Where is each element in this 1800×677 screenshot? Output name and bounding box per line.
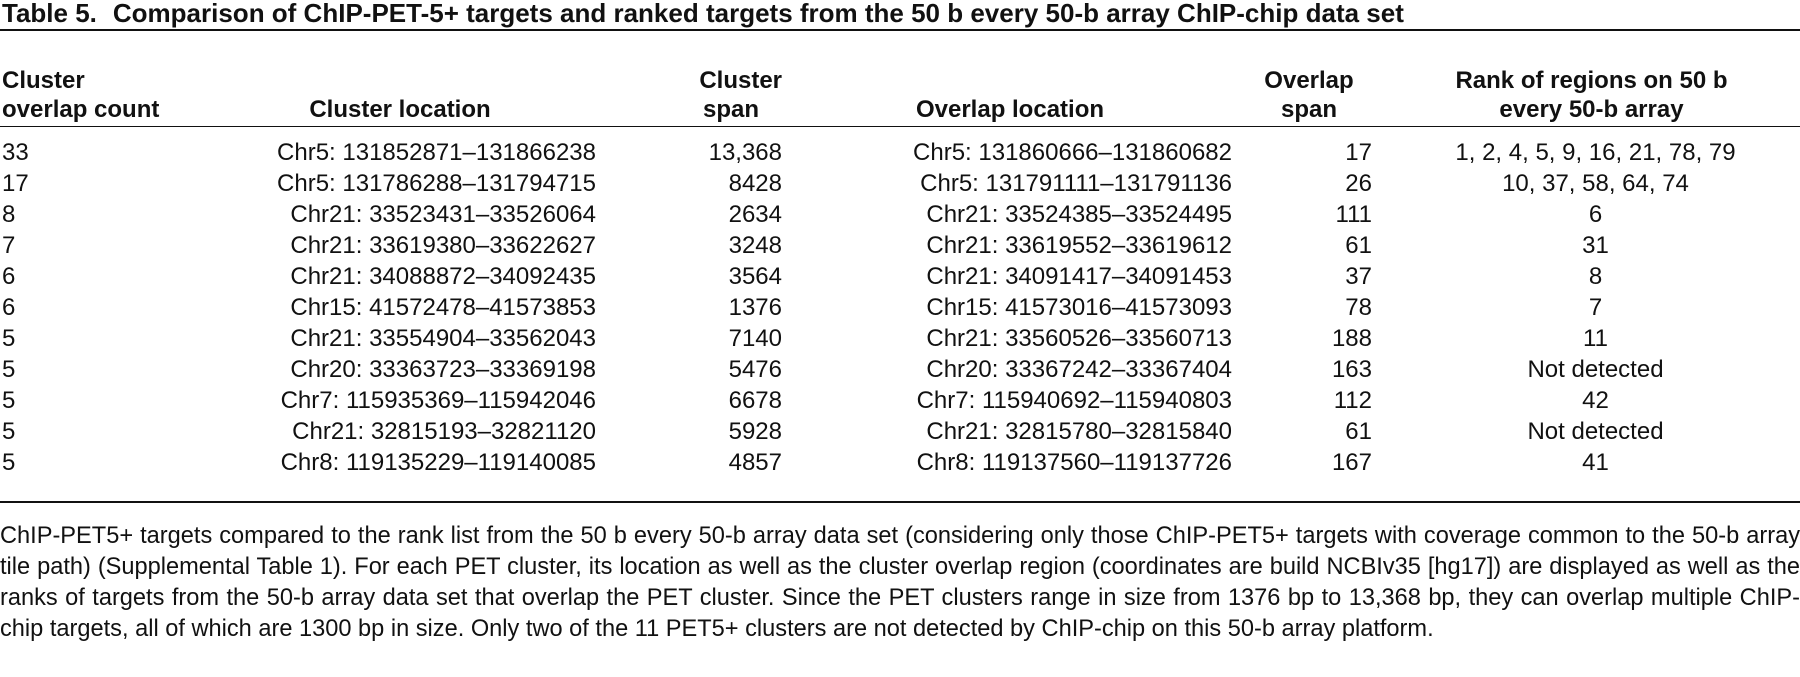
table-row: 8 Chr21: 33523431–33526064 2634 Chr21: 3… [0,199,1800,230]
cell-rank: 8 [1588,263,1603,290]
cell-rank: 7 [1588,294,1603,321]
cell-cluster-location: Chr21: 34088872–34092435 [290,263,596,290]
cell-rank: 10, 37, 58, 64, 74 [1502,170,1689,197]
cell-rank: Not detected [1527,356,1664,383]
cell-overlap-span: 112 [1333,387,1372,414]
header-overlap-span: Overlap span [1264,67,1354,123]
cell-overlap-span: 61 [1345,418,1372,445]
table-row: 5 Chr20: 33363723–33369198 5476 Chr20: 3… [0,354,1800,385]
cell-overlap-count: 17 [2,170,29,197]
cell-overlap-span: 37 [1345,263,1372,290]
cell-overlap-location: Chr21: 33524385–33524495 [926,201,1232,228]
cell-cluster-span: 4857 [728,449,782,476]
cell-cluster-location: Chr15: 41572478–41573853 [290,294,596,321]
cell-overlap-span: 17 [1345,139,1372,166]
cell-overlap-location: Chr15: 41573016–41573093 [926,294,1232,321]
cell-cluster-location: Chr5: 131786288–131794715 [277,170,596,197]
bottom-rule [0,501,1800,503]
cell-cluster-location: Chr21: 33619380–33622627 [290,232,596,259]
table-row: 5 Chr7: 115935369–115942046 6678 Chr7: 1… [0,385,1800,416]
table-row: 7 Chr21: 33619380–33622627 3248 Chr21: 3… [0,230,1800,261]
cell-cluster-location: Chr20: 33363723–33369198 [290,356,596,383]
cell-rank: 42 [1582,387,1609,414]
cell-overlap-count: 6 [2,263,16,290]
cell-rank: 41 [1582,449,1609,476]
header-rule [0,126,1800,127]
cell-rank: 1, 2, 4, 5, 9, 16, 21, 78, 79 [1455,139,1736,166]
header-overlap-count: Cluster overlap count [2,67,160,123]
cell-overlap-location: Chr21: 33560526–33560713 [926,325,1232,352]
cell-rank: 31 [1582,232,1609,259]
cell-overlap-count: 5 [2,325,16,352]
cell-overlap-span: 111 [1335,201,1372,228]
cell-cluster-location: Chr21: 32815193–32821120 [292,418,596,445]
cell-overlap-count: 33 [2,139,29,166]
data-table: Cluster overlap count Cluster location C… [0,44,1800,478]
table-title: Comparison of ChIP-PET-5+ targets and ra… [112,0,1404,28]
cell-cluster-span: 13,368 [708,139,782,166]
cell-rank: 11 [1583,325,1608,352]
cell-cluster-location: Chr8: 119135229–119140085 [280,449,596,476]
cell-overlap-location: Chr5: 131791111–131791136 [920,170,1232,197]
cell-overlap-span: 78 [1345,294,1372,321]
cell-overlap-span: 61 [1345,232,1372,259]
header-row: Cluster overlap count Cluster location C… [0,44,1800,124]
cell-overlap-location: Chr7: 115940692–115940803 [916,387,1232,414]
cell-overlap-span: 167 [1331,449,1372,476]
cell-cluster-location: Chr21: 33523431–33526064 [290,201,596,228]
table-row: 5 Chr21: 33554904–33562043 7140 Chr21: 3… [0,323,1800,354]
cell-overlap-span: 26 [1345,170,1372,197]
header-rank: Rank of regions on 50 b every 50-b array [1455,67,1728,123]
table-row: 5 Chr21: 32815193–32821120 5928 Chr21: 3… [0,416,1800,447]
table-row: 17 Chr5: 131786288–131794715 8428 Chr5: … [0,168,1800,199]
cell-overlap-span: 188 [1331,325,1372,352]
header-cluster-location: Cluster location [309,96,491,123]
top-rule [0,29,1800,31]
cell-cluster-span: 6678 [728,387,782,414]
cell-cluster-span: 8428 [728,170,782,197]
header-cluster-span: Cluster span [699,67,782,123]
table-row: 6 Chr15: 41572478–41573853 1376 Chr15: 4… [0,292,1800,323]
cell-cluster-span: 1376 [728,294,782,321]
cell-cluster-span: 7140 [728,325,782,352]
table-caption: Table 5. Comparison of ChIP-PET-5+ target… [2,0,1798,28]
cell-overlap-count: 7 [2,232,16,259]
table-row: 5 Chr8: 119135229–119140085 4857 Chr8: 1… [0,447,1800,478]
header-overlap-location: Overlap location [915,96,1105,123]
cell-overlap-count: 5 [2,387,16,414]
cell-rank: 6 [1588,201,1603,228]
cell-overlap-count: 5 [2,418,16,445]
cell-cluster-span: 2634 [728,201,782,228]
cell-overlap-count: 5 [2,356,16,383]
table-label: Table 5. [2,0,97,28]
table-row: 6 Chr21: 34088872–34092435 3564 Chr21: 3… [0,261,1800,292]
cell-overlap-count: 5 [2,449,16,476]
table-row: 33 Chr5: 131852871–131866238 13,368 Chr5… [0,137,1800,168]
cell-overlap-span: 163 [1331,356,1372,383]
cell-cluster-span: 5928 [728,418,782,445]
cell-cluster-span: 5476 [728,356,782,383]
cell-cluster-location: Chr7: 115935369–115942046 [280,387,596,414]
table-footnote: ChIP-PET5+ targets compared to the rank … [0,523,1800,642]
cell-overlap-location: Chr21: 33619552–33619612 [926,232,1232,259]
cell-overlap-location: Chr21: 32815780–32815840 [926,418,1232,445]
cell-cluster-location: Chr5: 131852871–131866238 [277,139,596,166]
cell-overlap-count: 8 [2,201,16,228]
cell-overlap-location: Chr8: 119137560–119137726 [916,449,1232,476]
cell-overlap-location: Chr5: 131860666–131860682 [913,139,1232,166]
cell-rank: Not detected [1527,418,1664,445]
cell-overlap-location: Chr20: 33367242–33367404 [926,356,1232,383]
cell-cluster-span: 3564 [728,263,782,290]
cell-overlap-location: Chr21: 34091417–34091453 [926,263,1232,290]
cell-cluster-span: 3248 [728,232,782,259]
cell-overlap-count: 6 [2,294,16,321]
cell-cluster-location: Chr21: 33554904–33562043 [290,325,596,352]
